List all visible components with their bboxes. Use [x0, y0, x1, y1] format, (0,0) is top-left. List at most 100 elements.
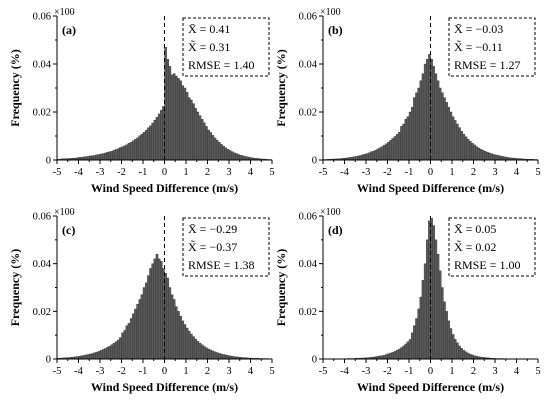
x-tick-label: 0 [428, 366, 433, 377]
histogram-bar [110, 151, 114, 161]
x-tick-label: -1 [139, 167, 148, 178]
x-tick-label: 2 [205, 167, 210, 178]
histogram-bar [419, 296, 423, 360]
histogram-bar [127, 143, 131, 161]
histogram-bar [155, 253, 159, 360]
x-tick-label: 5 [269, 366, 274, 377]
histogram-bar [441, 92, 444, 161]
histogram-bar [179, 80, 182, 161]
histogram-bar [434, 73, 438, 161]
histogram-panel-c: -5 -4 -3 -2 -1 0 1 2 3 4 5 0 0.02 0.04 0.06 ×100 Wind Sp… [8, 207, 275, 394]
histogram-bar [144, 282, 148, 360]
panel-label: (d) [328, 223, 343, 237]
y-tick-label: 0.04 [33, 60, 52, 71]
histogram-bar [198, 342, 202, 360]
x-tick-label: 0 [428, 167, 433, 178]
histogram-bar [125, 325, 129, 360]
histogram-bar [226, 149, 230, 161]
histogram-bar [453, 120, 457, 161]
histogram-bar [443, 301, 446, 360]
histogram-bar [471, 143, 474, 161]
y-tick-label: 0.06 [33, 12, 51, 23]
histogram-bar [187, 330, 191, 360]
histogram-bar [479, 149, 483, 161]
histogram-bar [140, 294, 144, 360]
y-tick-label: 0.06 [299, 12, 317, 23]
stats-legend-box: X̄ = 0.41 X̃ = 0.31 RMSE = 1.40 [182, 17, 270, 77]
stats-box-border [448, 217, 536, 277]
histogram-bar [410, 107, 414, 161]
histogram-bar [222, 354, 225, 360]
histogram-bar [434, 239, 438, 360]
histogram-bar [421, 280, 425, 360]
histogram-bar [413, 97, 416, 161]
x-tick-label: 2 [471, 167, 476, 178]
histogram-bar [419, 80, 423, 161]
x-tick-label: -4 [74, 366, 83, 377]
histogram-bar [194, 108, 197, 161]
histogram-bar [383, 144, 386, 161]
histogram-bar [149, 125, 152, 161]
histogram-bar [170, 74, 174, 161]
histogram-bar [117, 148, 120, 161]
histogram-bar [408, 111, 412, 161]
y-axis-multiplier: ×100 [320, 207, 341, 218]
histogram-bar [243, 156, 247, 161]
histogram-bar [233, 152, 236, 161]
x-axis-title: Wind Speed Difference (m/s) [357, 380, 504, 394]
histogram-bar [134, 138, 137, 161]
histogram-bar [361, 154, 365, 161]
histogram-bar [147, 127, 150, 161]
histogram-bar [129, 318, 133, 360]
histogram-bar [157, 113, 161, 161]
histogram-bar [211, 350, 215, 360]
histogram-bar [408, 339, 412, 360]
x-tick-label: 0 [162, 167, 167, 178]
histogram-bar [119, 337, 122, 360]
histogram-bar [385, 143, 388, 161]
histogram-bar [395, 350, 399, 360]
y-tick-label: 0 [46, 156, 51, 167]
histogram-bar [481, 150, 485, 161]
histogram-bar [82, 355, 86, 360]
x-tick-label: 1 [183, 167, 188, 178]
histogram-bar [84, 354, 88, 360]
y-axis-multiplier: ×100 [320, 7, 341, 18]
histogram-panel-a: -5 -4 -3 -2 -1 0 1 2 3 4 5 0 0.02 0.04 0.06 ×100 Wind Sp… [8, 7, 275, 195]
histogram-bar [477, 147, 481, 161]
histogram-bar [132, 313, 135, 360]
histogram-bar [415, 318, 418, 360]
histogram-bar [486, 152, 489, 161]
histogram-bar [147, 275, 150, 360]
histogram-bar [501, 156, 504, 161]
y-tick-label: 0.04 [299, 60, 318, 71]
histogram-bar [160, 261, 163, 360]
stat-mean: X̄ = 0.05 [454, 222, 496, 236]
histogram-bar [192, 336, 195, 360]
histogram-bar [185, 92, 189, 161]
histogram-bar [423, 263, 427, 360]
y-tick-label: 0.06 [299, 212, 317, 223]
histogram-bar [376, 148, 380, 161]
histogram-bar [436, 253, 440, 360]
histogram-bar [370, 151, 373, 161]
histogram-bar [499, 155, 502, 161]
histogram-bar [359, 155, 362, 161]
x-tick-label: -1 [405, 366, 414, 377]
histogram-bar [398, 131, 401, 161]
histogram-bar [466, 138, 470, 161]
histogram-bar [400, 347, 403, 360]
histogram-bar [445, 311, 448, 360]
histogram-bar [449, 111, 453, 161]
histogram-bar [458, 127, 461, 161]
histogram-bar [179, 315, 182, 360]
x-tick-label: -5 [319, 366, 328, 377]
y-axis-multiplier: ×100 [54, 207, 75, 218]
histogram-bar [215, 352, 219, 360]
histogram-bar [89, 155, 92, 161]
histogram-bar [410, 332, 414, 360]
histogram-bar [119, 147, 122, 161]
stats-legend-box: X̄ = −0.03 X̃ = −0.11 RMSE = 1.27 [448, 17, 536, 77]
histogram-bar [84, 156, 88, 161]
